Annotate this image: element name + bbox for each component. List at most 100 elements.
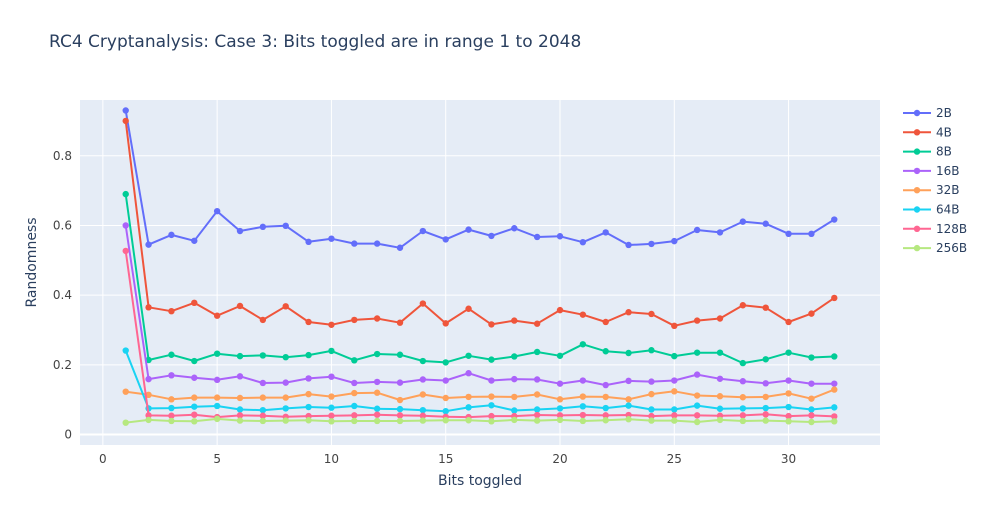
legend-marker-2B[interactable] xyxy=(913,109,921,117)
data-point-256B xyxy=(373,417,381,425)
data-point-4B xyxy=(671,322,678,330)
data-point-32B xyxy=(236,394,244,402)
data-point-16B xyxy=(236,373,244,380)
data-point-128B xyxy=(488,412,495,420)
data-point-256B xyxy=(351,417,358,425)
data-point-128B xyxy=(419,412,427,419)
data-point-8B xyxy=(213,350,221,357)
data-point-8B xyxy=(556,352,564,359)
data-point-4B xyxy=(533,320,541,327)
legend-marker-256B[interactable] xyxy=(913,244,921,252)
series-line-4B xyxy=(124,120,835,327)
series-line-16B xyxy=(124,225,835,387)
data-point-32B xyxy=(533,391,541,398)
data-point-8B xyxy=(533,348,541,356)
data-point-256B xyxy=(419,417,427,424)
legend-marker-8B[interactable] xyxy=(913,148,921,155)
data-point-8B xyxy=(785,349,792,356)
data-point-8B xyxy=(396,351,404,358)
data-point-128B xyxy=(671,412,678,419)
legend-marker-32B[interactable] xyxy=(913,187,921,194)
data-point-32B xyxy=(625,396,632,403)
data-point-16B xyxy=(602,381,609,389)
legend-label-256B[interactable]: 256B xyxy=(936,241,967,255)
data-point-256B xyxy=(328,418,335,425)
series-line-32B xyxy=(125,388,835,401)
legend-label-16B[interactable]: 16B xyxy=(936,164,960,178)
data-point-256B xyxy=(465,417,472,424)
legend-label-64B[interactable]: 64B xyxy=(936,203,960,217)
data-point-64B xyxy=(168,404,175,412)
series-line-2B xyxy=(124,110,835,249)
data-point-16B xyxy=(556,380,564,387)
chart-title: RC4 Cryptanalysis: Case 3: Bits toggled … xyxy=(49,32,582,52)
data-point-16B xyxy=(351,379,358,387)
data-point-4B xyxy=(762,304,769,311)
data-point-128B xyxy=(831,413,838,420)
data-point-256B xyxy=(625,416,632,423)
data-point-64B xyxy=(785,403,792,411)
legend-label-4B[interactable]: 4B xyxy=(936,125,952,139)
legend-label-32B[interactable]: 32B xyxy=(936,183,960,197)
data-point-256B xyxy=(488,418,495,425)
x-tick-label: 10 xyxy=(324,452,339,466)
data-point-4B xyxy=(602,318,609,326)
legend-label-2B[interactable]: 2B xyxy=(936,106,952,120)
data-point-4B xyxy=(693,317,701,324)
data-point-8B xyxy=(236,352,244,360)
data-point-16B xyxy=(785,377,792,384)
data-point-16B xyxy=(648,378,655,385)
data-point-128B xyxy=(191,411,198,418)
data-point-4B xyxy=(556,306,564,314)
data-point-4B xyxy=(282,303,289,310)
data-point-32B xyxy=(488,393,495,400)
legend-marker-4B[interactable] xyxy=(913,129,921,136)
data-point-128B xyxy=(693,412,701,419)
data-point-4B xyxy=(648,310,655,318)
data-point-16B xyxy=(328,373,335,380)
data-point-16B xyxy=(442,377,449,384)
legend-marker-16B[interactable] xyxy=(913,167,921,175)
data-point-4B xyxy=(259,316,267,324)
data-point-8B xyxy=(442,359,449,366)
data-point-4B xyxy=(305,318,312,326)
data-point-2B xyxy=(671,237,678,245)
legend-label-8B[interactable]: 8B xyxy=(936,145,952,159)
data-point-128B xyxy=(236,412,244,419)
data-point-8B xyxy=(693,349,701,356)
x-tick-label: 25 xyxy=(667,452,682,466)
data-point-256B xyxy=(556,416,564,424)
data-point-16B xyxy=(419,376,427,383)
data-point-32B xyxy=(762,393,769,401)
data-point-2B xyxy=(213,207,221,215)
legend-marker-128B[interactable] xyxy=(913,225,921,232)
data-point-32B xyxy=(373,389,381,396)
data-point-8B xyxy=(168,351,175,358)
data-point-2B xyxy=(396,244,404,251)
data-point-64B xyxy=(396,405,404,413)
data-point-32B xyxy=(602,393,609,401)
data-point-32B xyxy=(305,390,312,398)
data-point-2B xyxy=(533,233,541,241)
data-point-128B xyxy=(602,412,609,419)
data-point-256B xyxy=(168,417,175,425)
legend-label-128B[interactable]: 128B xyxy=(936,222,967,236)
y-tick-label: 0.4 xyxy=(53,288,72,302)
data-point-256B xyxy=(602,417,609,424)
data-point-32B xyxy=(808,395,815,402)
data-point-16B xyxy=(762,380,769,387)
data-point-2B xyxy=(419,227,427,235)
legend-marker-64B[interactable] xyxy=(913,206,921,213)
data-point-8B xyxy=(648,347,655,354)
data-point-64B xyxy=(556,405,564,412)
data-point-64B xyxy=(693,402,701,409)
data-point-8B xyxy=(305,351,312,359)
data-point-2B xyxy=(351,240,358,247)
data-point-2B xyxy=(808,230,815,238)
data-point-32B xyxy=(739,394,747,401)
data-point-64B xyxy=(716,405,724,412)
data-point-64B xyxy=(191,403,198,410)
data-point-32B xyxy=(648,390,655,398)
